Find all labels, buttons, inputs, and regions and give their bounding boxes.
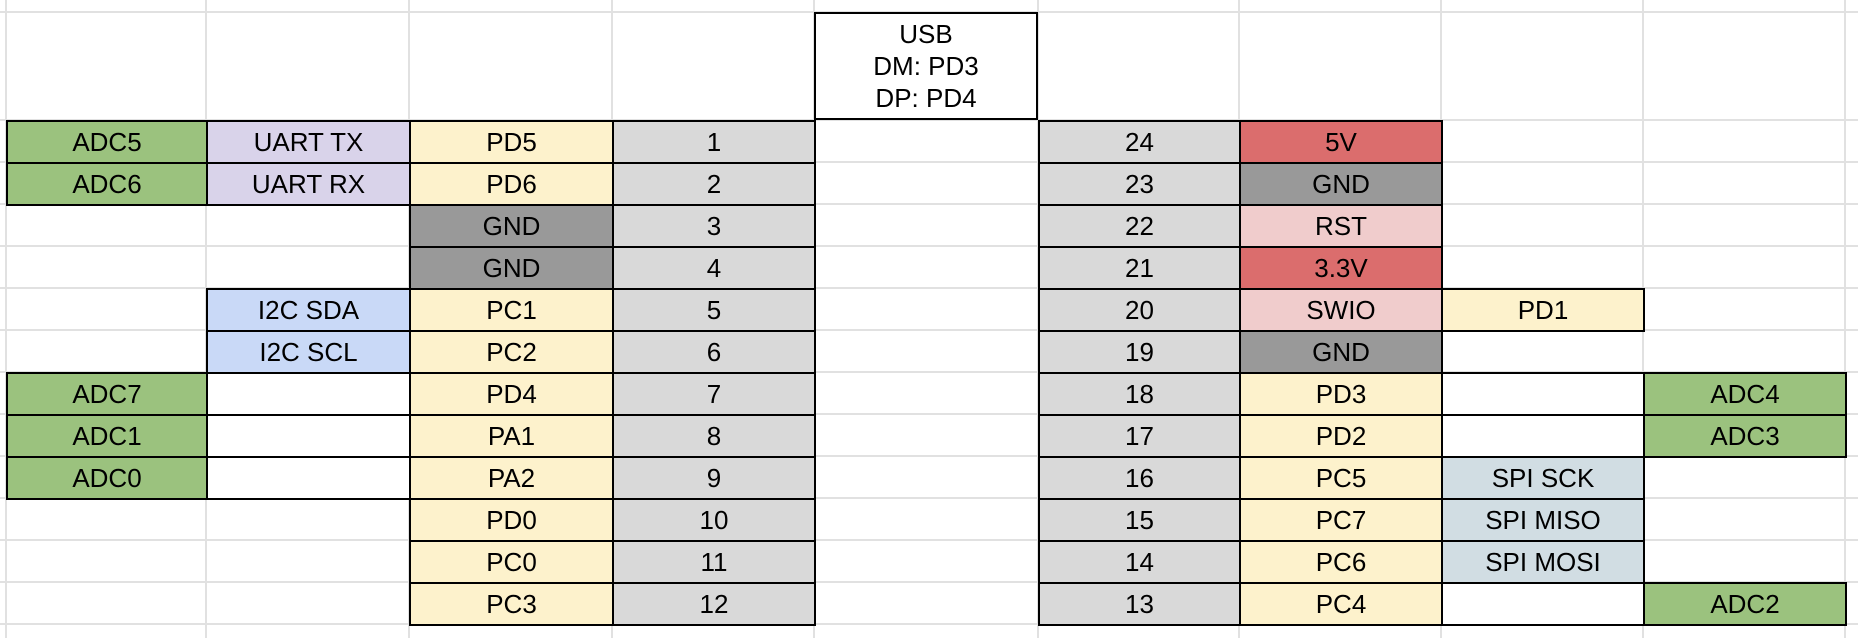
pin-number-cell[interactable]: 12 <box>612 582 816 626</box>
pin-number-cell[interactable]: 1 <box>612 120 816 164</box>
port-cell[interactable]: 3.3V <box>1239 246 1443 290</box>
function-cell[interactable] <box>1441 414 1645 458</box>
usb-header-cell[interactable]: USB DM: PD3 DP: PD4 <box>814 12 1038 120</box>
function-cell[interactable]: I2C SCL <box>206 330 411 374</box>
pin-number-cell[interactable]: 23 <box>1038 162 1241 206</box>
pin-number-cell[interactable]: 7 <box>612 372 816 416</box>
port-cell[interactable]: PC3 <box>409 582 614 626</box>
grid-line-horizontal <box>0 455 1858 457</box>
adc-cell[interactable]: ADC0 <box>6 456 208 500</box>
grid-line-horizontal <box>0 161 1858 163</box>
port-cell[interactable]: PA1 <box>409 414 614 458</box>
adc-cell[interactable]: ADC4 <box>1643 372 1847 416</box>
function-cell[interactable]: SPI SCK <box>1441 456 1645 500</box>
pin-number-cell[interactable]: 16 <box>1038 456 1241 500</box>
pin-number-cell[interactable]: 17 <box>1038 414 1241 458</box>
grid-line-horizontal <box>0 287 1858 289</box>
port-cell[interactable]: PC0 <box>409 540 614 584</box>
function-cell[interactable] <box>1441 582 1645 626</box>
port-cell[interactable]: PD0 <box>409 498 614 542</box>
function-cell[interactable]: PD1 <box>1441 288 1645 332</box>
port-cell[interactable]: PC7 <box>1239 498 1443 542</box>
pin-number-cell[interactable]: 5 <box>612 288 816 332</box>
pin-number-cell[interactable]: 19 <box>1038 330 1241 374</box>
function-cell[interactable] <box>206 372 411 416</box>
pin-number-cell[interactable]: 15 <box>1038 498 1241 542</box>
pin-number-cell[interactable]: 2 <box>612 162 816 206</box>
function-cell[interactable] <box>1441 372 1645 416</box>
grid-line-horizontal <box>0 413 1858 415</box>
grid-line-horizontal <box>0 581 1858 583</box>
port-cell[interactable]: PD4 <box>409 372 614 416</box>
pin-number-cell[interactable]: 10 <box>612 498 816 542</box>
port-cell[interactable]: 5V <box>1239 120 1443 164</box>
pin-number-cell[interactable]: 20 <box>1038 288 1241 332</box>
function-cell[interactable]: I2C SDA <box>206 288 411 332</box>
port-cell[interactable]: GND <box>409 246 614 290</box>
usb-title: USB <box>899 19 953 49</box>
port-cell[interactable]: PC2 <box>409 330 614 374</box>
pin-number-cell[interactable]: 13 <box>1038 582 1241 626</box>
port-cell[interactable]: PD5 <box>409 120 614 164</box>
grid-line-horizontal <box>0 371 1858 373</box>
port-cell[interactable]: PC4 <box>1239 582 1443 626</box>
pin-number-cell[interactable]: 4 <box>612 246 816 290</box>
grid-line-vertical <box>1844 0 1846 638</box>
pin-number-cell[interactable]: 21 <box>1038 246 1241 290</box>
usb-dp-label: DP: PD4 <box>875 83 977 113</box>
port-cell[interactable]: PD6 <box>409 162 614 206</box>
adc-cell[interactable]: ADC6 <box>6 162 208 206</box>
port-cell[interactable]: PD2 <box>1239 414 1443 458</box>
grid-line-horizontal <box>0 119 1858 121</box>
function-cell[interactable]: UART RX <box>206 162 411 206</box>
port-cell[interactable]: GND <box>409 204 614 248</box>
port-cell[interactable]: PA2 <box>409 456 614 500</box>
grid-line-horizontal <box>0 497 1858 499</box>
grid-line-horizontal <box>0 329 1858 331</box>
pin-number-cell[interactable]: 11 <box>612 540 816 584</box>
usb-dm-label: DM: PD3 <box>873 51 979 81</box>
grid-line-horizontal <box>0 203 1858 205</box>
port-cell[interactable]: RST <box>1239 204 1443 248</box>
pin-number-cell[interactable]: 6 <box>612 330 816 374</box>
pin-number-cell[interactable]: 3 <box>612 204 816 248</box>
pin-number-cell[interactable]: 22 <box>1038 204 1241 248</box>
port-cell[interactable]: GND <box>1239 330 1443 374</box>
function-cell[interactable]: SPI MISO <box>1441 498 1645 542</box>
grid-line-horizontal <box>0 245 1858 247</box>
port-cell[interactable]: PD3 <box>1239 372 1443 416</box>
adc-cell[interactable]: ADC2 <box>1643 582 1847 626</box>
pin-number-cell[interactable]: 18 <box>1038 372 1241 416</box>
grid-line-horizontal <box>0 623 1858 625</box>
pin-number-cell[interactable]: 9 <box>612 456 816 500</box>
pin-number-cell[interactable]: 8 <box>612 414 816 458</box>
function-cell[interactable]: UART TX <box>206 120 411 164</box>
grid-line-horizontal <box>0 539 1858 541</box>
pin-number-cell[interactable]: 24 <box>1038 120 1241 164</box>
port-cell[interactable]: GND <box>1239 162 1443 206</box>
adc-cell[interactable]: ADC3 <box>1643 414 1847 458</box>
adc-cell[interactable]: ADC7 <box>6 372 208 416</box>
pin-number-cell[interactable]: 14 <box>1038 540 1241 584</box>
adc-cell[interactable]: ADC1 <box>6 414 208 458</box>
function-cell[interactable] <box>206 414 411 458</box>
port-cell[interactable]: PC6 <box>1239 540 1443 584</box>
port-cell[interactable]: PC1 <box>409 288 614 332</box>
function-cell[interactable]: SPI MOSI <box>1441 540 1645 584</box>
grid-line-vertical <box>5 0 7 638</box>
adc-cell[interactable]: ADC5 <box>6 120 208 164</box>
function-cell[interactable] <box>206 456 411 500</box>
port-cell[interactable]: PC5 <box>1239 456 1443 500</box>
port-cell[interactable]: SWIO <box>1239 288 1443 332</box>
